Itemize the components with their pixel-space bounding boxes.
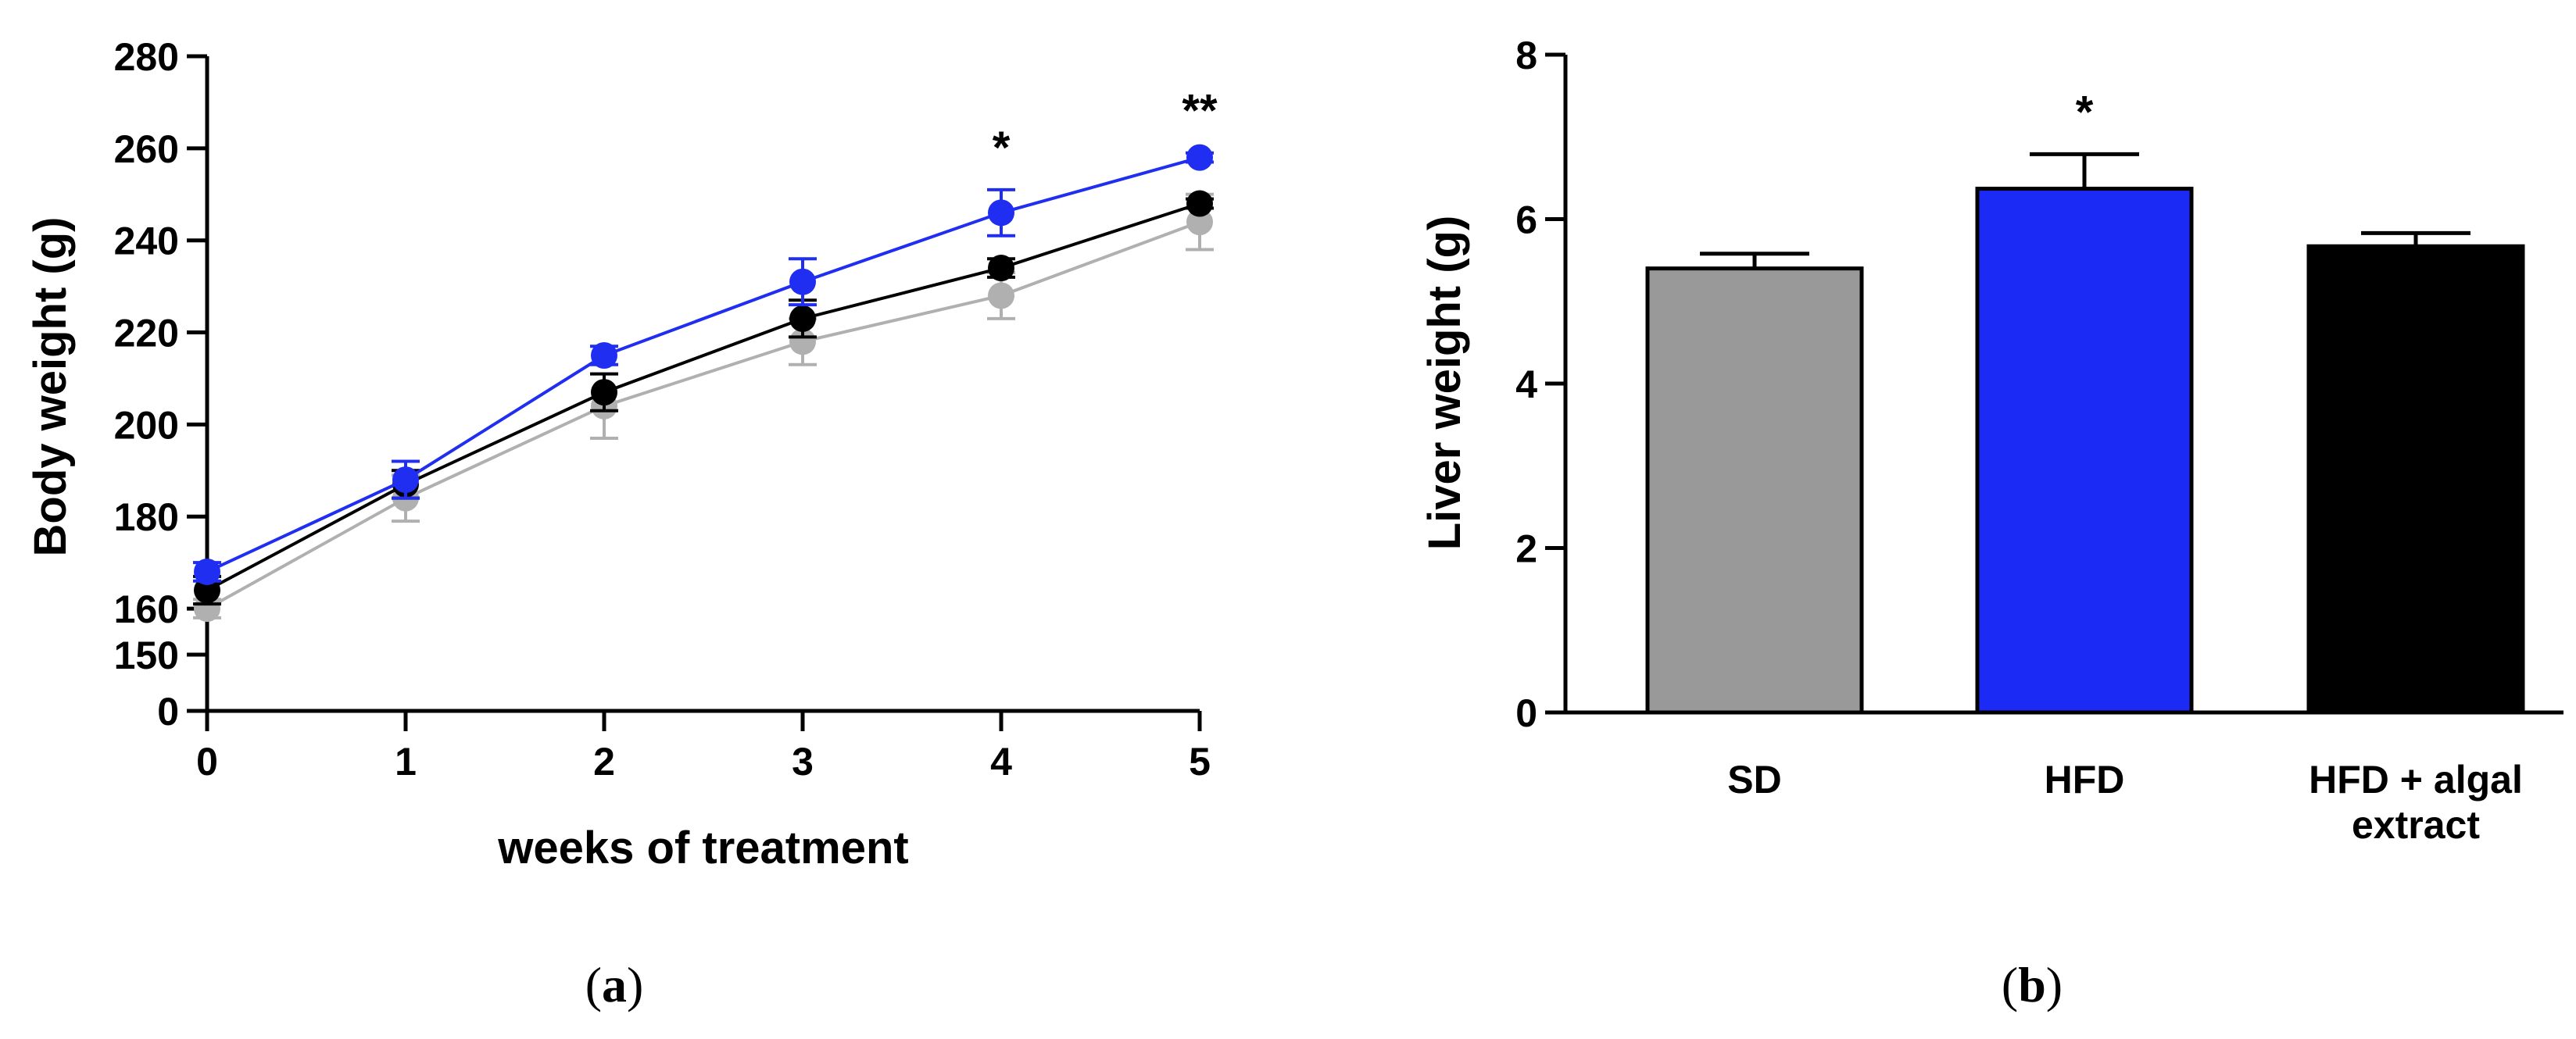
bar-hfd-algal-extract [2306,244,2525,715]
series-hfd-algal-extract [193,190,1214,606]
significance-marker: * [2076,87,2094,137]
bar-hfd [1975,187,2194,715]
data-point [988,282,1014,309]
y-tick-label: 2 [1515,527,1537,571]
y-tick-label: 6 [1515,198,1537,242]
data-point [392,466,419,494]
x-tick-label: 0 [196,740,218,784]
data-point [591,379,617,406]
data-point [1186,190,1213,217]
panel-label-a: (a) [585,957,644,1012]
data-point [988,199,1014,227]
x-tick-label: 3 [792,740,814,784]
data-point [789,328,816,355]
series-line [206,155,1200,573]
y-tick-label: 220 [114,312,179,355]
y-tick-label: 0 [1515,691,1537,735]
x-tick-label: 5 [1189,740,1211,784]
x-tick-label: 2 [593,740,615,784]
y-tick-label: 4 [1515,362,1537,406]
y-tick-label: 200 [114,403,179,447]
significance-marker: ** [1182,86,1218,137]
y-tick-label: 150 [114,634,179,677]
y-tick-label: 160 [114,587,179,631]
data-point [1186,209,1213,236]
category-label: HFD + algal extract [2309,758,2523,847]
y-tick-label: 280 [114,35,179,79]
liver-weight-chart: 0 2 4 6 8 SD HFD HFD + algal extract * Liver we… [1419,34,2563,1012]
category-label: HFD [2045,758,2125,802]
series-hfd [193,144,1214,585]
y-tick-label: 180 [114,495,179,539]
x-tick-label: 4 [990,740,1012,784]
data-point [194,577,220,604]
panel-label-b: (b) [2002,957,2063,1012]
x-axis-title: weeks of treatment [497,823,908,873]
data-point [194,558,220,585]
y-tick-label: 0 [157,690,179,734]
data-point [988,255,1014,282]
data-point [789,268,816,295]
data-point [1186,144,1213,171]
y-tick-label: 260 [114,127,179,171]
bar-sd [1645,266,1864,715]
series-line [206,220,1200,610]
x-tick-label: 1 [395,740,417,784]
data-point [194,595,220,623]
y-tick-label: 240 [114,220,179,263]
y-axis-title: Body weight (g) [25,217,76,557]
series-line [206,202,1200,592]
data-point [591,342,617,369]
y-tick-label: 8 [1515,34,1537,77]
category-label: SD [1727,758,1781,802]
significance-marker: * [993,123,1011,173]
data-point [789,305,816,332]
series-sd [193,192,1214,623]
y-axis-title: Liver weight (g) [1419,216,1470,551]
